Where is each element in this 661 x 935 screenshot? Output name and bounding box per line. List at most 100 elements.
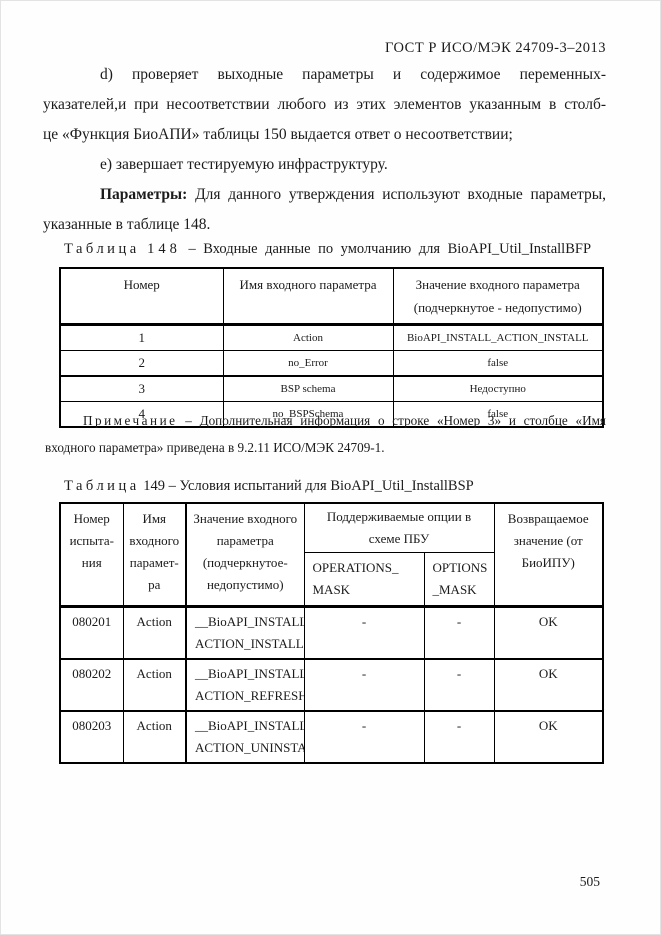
table-148-header-number: Номер bbox=[59, 267, 224, 326]
cell-param-value: Недоступно bbox=[392, 375, 604, 402]
header-return-value: Возвращаемое значение (от БиоИПУ) bbox=[493, 502, 604, 608]
header-options-mask: OPTIONS _MASK bbox=[423, 552, 495, 608]
cell-param-name: Action bbox=[222, 324, 394, 351]
header-supported-options: Поддерживаемые опции в схеме ПБУ bbox=[303, 502, 495, 553]
cell-param-name: Action bbox=[122, 710, 187, 764]
value-line: __BioAPI_INSTALL_ bbox=[195, 718, 304, 733]
cell-param-name: BSP schema bbox=[222, 375, 394, 402]
table-148-header-param-value-line1: Значение входного параметра bbox=[415, 277, 580, 292]
cell-return-value: OK bbox=[493, 605, 604, 660]
table-149-header-row1: Номер испыта- ния Имя входного парамет- … bbox=[59, 502, 604, 608]
cell-param-value: __BioAPI_INSTALL_ ACTION_UNINSTALL bbox=[185, 710, 305, 764]
paragraph-d-line3: це «Функция БиоАПИ» таблицы 150 выдается… bbox=[43, 126, 513, 143]
paragraph-parameters-line1: Параметры: Для данного утверждения испол… bbox=[43, 180, 606, 210]
value-line: ACTION_UNINSTALL bbox=[195, 740, 303, 755]
cell-number: 1 bbox=[59, 324, 224, 351]
table-row: 080201 Action __BioAPI_INSTALL_ ACTION_I… bbox=[59, 605, 604, 660]
cell-options-mask: - bbox=[423, 605, 495, 660]
table-148-caption-number: 148 bbox=[147, 241, 181, 257]
paragraph-parameters-line2: указанные в таблице 148. bbox=[43, 216, 211, 233]
hdr-line: БиоИПУ) bbox=[521, 555, 575, 570]
hdr-line: недопустимо) bbox=[206, 577, 284, 592]
cell-param-name: Action bbox=[122, 605, 187, 660]
cell-test-id: 080203 bbox=[59, 710, 124, 764]
header-operations-mask: OPERATIONS_ MASK bbox=[303, 552, 425, 608]
table-148-header-param-name: Имя входного параметра bbox=[222, 267, 394, 326]
table-row: 2 no_Error false bbox=[59, 350, 604, 377]
hdr-line: значение (от bbox=[513, 533, 583, 548]
table-149: Номер испыта- ния Имя входного парамет- … bbox=[59, 502, 604, 764]
table-149-header-row2: OPERATIONS_ MASK OPTIONS _MASK bbox=[60, 552, 603, 608]
cell-options-mask: - bbox=[423, 710, 495, 764]
hdr-line: MASK bbox=[312, 582, 351, 597]
paragraph-e-line: е) завершает тестируемую инфраструктуру. bbox=[100, 156, 388, 173]
hdr-line: параметра bbox=[216, 533, 274, 548]
value-line: ACTION_INSTALL bbox=[195, 636, 304, 651]
hdr-line: парамет- bbox=[129, 555, 179, 570]
note-line2: входного параметра» приведена в 9.2.11 И… bbox=[45, 440, 385, 455]
note-line1: Примечание – Дополнительная информация о… bbox=[45, 407, 606, 434]
table-148-caption: Таблица 148 – Входные данные по умолчани… bbox=[64, 239, 591, 259]
table-row: 080202 Action __BioAPI_INSTALL_ ACTION_R… bbox=[59, 658, 604, 712]
table-149-caption-text: – Условия испытаний для BioAPI_Util_Inst… bbox=[168, 478, 474, 494]
cell-operations-mask: - bbox=[303, 605, 425, 660]
cell-param-value: __BioAPI_INSTALL_ ACTION_INSTALL bbox=[185, 605, 305, 660]
table-148-header-param-value: Значение входного параметра (подчеркнуто… bbox=[392, 267, 604, 326]
value-line: ACTION_REFRESH bbox=[195, 688, 304, 703]
parameters-text: Для данного утверждения используют входн… bbox=[195, 186, 606, 203]
table-row: 080203 Action __BioAPI_INSTALL_ ACTION_U… bbox=[59, 710, 604, 764]
cell-number: 2 bbox=[59, 350, 224, 377]
parameters-label: Параметры: bbox=[100, 186, 188, 203]
table-149-caption-number: 149 bbox=[143, 478, 166, 494]
paragraph-e: е) завершает тестируемую инфраструктуру. bbox=[43, 150, 606, 180]
hdr-line: OPTIONS bbox=[432, 560, 488, 575]
cell-param-name: no_Error bbox=[222, 350, 394, 377]
cell-operations-mask: - bbox=[303, 710, 425, 764]
cell-options-mask: - bbox=[423, 658, 495, 712]
page-number: 505 bbox=[579, 874, 600, 889]
cell-number: 4 bbox=[59, 401, 224, 428]
table-148-caption-text: – Входные данные по умолчанию для BioAPI… bbox=[188, 241, 592, 257]
header-test-number: Номер испыта- ния bbox=[59, 502, 124, 608]
hdr-line: OPERATIONS_ bbox=[312, 560, 399, 575]
hdr-line: Поддерживаемые опции в bbox=[326, 509, 472, 524]
standard-designation: ГОСТ Р ИСО/МЭК 24709-3–2013 bbox=[385, 40, 606, 56]
table-148-header-row: Номер Имя входного параметра Значение вх… bbox=[59, 267, 604, 326]
table-148-header-param-value-line2: (подчеркнутое - недопустимо) bbox=[413, 300, 582, 315]
cell-param-value: false bbox=[392, 401, 604, 428]
cell-param-value: BioAPI_INSTALL_ACTION_INSTALL bbox=[392, 324, 604, 351]
table-148-caption-word: Таблица bbox=[64, 241, 140, 257]
hdr-line: _MASK bbox=[432, 582, 477, 597]
hdr-line: (подчеркнутое- bbox=[202, 555, 288, 570]
note-word: Примечание bbox=[83, 413, 178, 428]
cell-number: 3 bbox=[59, 375, 224, 402]
hdr-line: Значение входного bbox=[193, 511, 298, 526]
paragraph-d: d) проверяет выходные параметры и содерж… bbox=[43, 60, 606, 150]
note-text1: – Дополнительная информация о строке «Но… bbox=[185, 413, 607, 428]
paragraph-parameters: Параметры: Для данного утверждения испол… bbox=[43, 180, 606, 240]
hdr-line: Имя bbox=[142, 511, 167, 526]
hdr-line: ния bbox=[81, 555, 102, 570]
table-149-caption-word: Таблица bbox=[64, 478, 140, 494]
cell-return-value: OK bbox=[493, 658, 604, 712]
header-param-name: Имя входного парамет- ра bbox=[122, 502, 187, 608]
cell-param-value: __BioAPI_INSTALL_ ACTION_REFRESH bbox=[185, 658, 305, 712]
cell-param-value: false bbox=[392, 350, 604, 377]
paragraph-d-line2: указателей,и при несоответствии любого и… bbox=[43, 96, 606, 113]
table-row: 4 no_BSPSchema false bbox=[59, 401, 604, 428]
hdr-line: испыта- bbox=[69, 533, 114, 548]
cell-test-id: 080202 bbox=[59, 658, 124, 712]
hdr-line: ра bbox=[148, 577, 161, 592]
table-148-note: Примечание – Дополнительная информация о… bbox=[45, 407, 606, 461]
header-param-value: Значение входного параметра (подчеркнуто… bbox=[185, 502, 305, 608]
hdr-line: схеме ПБУ bbox=[368, 531, 430, 546]
value-line: __BioAPI_INSTALL_ bbox=[195, 666, 304, 681]
cell-operations-mask: - bbox=[303, 658, 425, 712]
cell-test-id: 080201 bbox=[59, 605, 124, 660]
table-148: Номер Имя входного параметра Значение вх… bbox=[59, 267, 604, 428]
table-row: 1 Action BioAPI_INSTALL_ACTION_INSTALL bbox=[59, 324, 604, 351]
hdr-line: Возвращаемое bbox=[507, 511, 589, 526]
hdr-line: входного bbox=[129, 533, 180, 548]
paragraph-d-line1: d) проверяет выходные параметры и содерж… bbox=[100, 66, 606, 83]
